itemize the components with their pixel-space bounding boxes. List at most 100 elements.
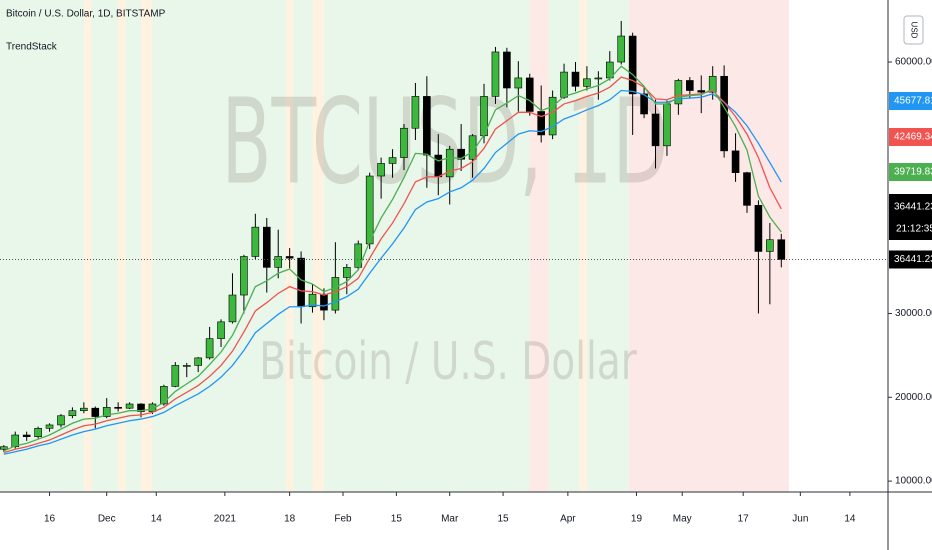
price-tag <box>889 194 932 240</box>
candle-body <box>240 256 248 296</box>
candle-body <box>743 172 751 206</box>
candle-body <box>262 226 271 268</box>
candle-body <box>640 93 648 115</box>
candle-body <box>80 407 88 411</box>
candle-body <box>777 239 786 260</box>
trend-band <box>83 0 92 492</box>
candle-body <box>525 77 534 112</box>
plot-area <box>0 20 888 455</box>
trend-band <box>285 0 294 492</box>
candle-body <box>251 226 260 257</box>
candle-body <box>365 175 374 245</box>
candle-body <box>205 338 214 359</box>
x-tick-label: 17 <box>738 514 750 525</box>
y-tick-label: 20000.00 <box>895 392 932 403</box>
x-tick-label: Mar <box>441 514 459 525</box>
candle-body <box>182 365 191 367</box>
price-tag <box>889 250 932 269</box>
candle-body <box>766 239 774 252</box>
trend-band <box>628 0 789 492</box>
price-tag-label: 36441.23 <box>894 254 932 265</box>
candle-body <box>297 257 305 308</box>
candle-body <box>571 71 580 87</box>
candle-body <box>11 434 20 448</box>
x-tick-label: Feb <box>334 514 352 525</box>
candle-body <box>560 71 568 98</box>
x-tick-label: 19 <box>631 514 643 525</box>
candle-body <box>91 407 100 417</box>
candle-body <box>274 256 283 268</box>
x-tick-label: Dec <box>98 514 116 525</box>
candle-body <box>114 407 122 409</box>
x-tick-label: 15 <box>498 514 510 525</box>
trend-band <box>312 0 324 492</box>
candle-body <box>594 77 603 80</box>
price-tag <box>889 92 932 110</box>
currency-label[interactable]: USD <box>909 22 918 39</box>
moving-average <box>3 65 782 452</box>
candle-body <box>686 80 694 91</box>
candle-body <box>434 154 443 178</box>
y-tick-label: 30000.00 <box>895 308 932 319</box>
trend-band <box>579 0 587 492</box>
candle-body <box>548 96 557 136</box>
candle-body <box>537 111 545 136</box>
candle-body <box>102 407 111 417</box>
x-tick-label: 2021 <box>214 514 237 525</box>
candle-body <box>331 277 340 311</box>
candle-body <box>377 163 385 177</box>
candle-body <box>34 427 42 437</box>
x-tick-label: 18 <box>284 514 296 525</box>
candle-body <box>754 205 763 252</box>
moving-average <box>3 89 782 455</box>
candle-body <box>45 424 54 429</box>
chart-title: Bitcoin / U.S. Dollar, 1D, BITSTAMP <box>6 9 166 20</box>
candle-body <box>503 51 511 89</box>
watermark-layer: BTCUSD, 1D Bitcoin / U.S. Dollar <box>221 74 668 391</box>
candle-body <box>308 293 317 308</box>
candle-body <box>57 415 65 426</box>
candle-body <box>674 80 683 105</box>
price-tag-label: 45677.81 <box>894 96 932 107</box>
price-tag-label: 39719.83 <box>894 167 932 178</box>
candle-body <box>731 150 740 173</box>
price-tag-label: 42469.34 <box>894 132 932 143</box>
x-tick-label: 15 <box>391 514 403 525</box>
price-tag-label: 36441.23 <box>894 202 932 213</box>
candle-body <box>583 78 591 87</box>
x-tick-label: May <box>673 514 692 525</box>
candle-body <box>228 294 237 323</box>
price-tag <box>889 128 932 146</box>
candle-body <box>514 77 523 89</box>
trend-band <box>141 0 153 492</box>
candle-body <box>148 403 157 412</box>
candle-body <box>697 90 706 93</box>
candle-body <box>411 96 420 129</box>
indicator-name: TrendStack <box>6 42 58 53</box>
countdown: 21:12:35 <box>896 224 932 235</box>
candle-body <box>285 256 294 259</box>
x-tick-label: Jun <box>792 514 808 525</box>
candle-body <box>445 148 454 178</box>
candle-body <box>22 434 31 437</box>
x-tick-label: 16 <box>44 514 56 525</box>
candle-body <box>194 357 202 366</box>
candle-body <box>651 113 660 147</box>
candle-body <box>320 293 328 311</box>
candle-body <box>343 267 351 278</box>
candle-body <box>137 403 145 412</box>
candle-body <box>708 75 717 93</box>
watermark: BTCUSD, 1D <box>221 74 668 211</box>
candle-body <box>400 127 408 158</box>
watermark-subtitle: Bitcoin / U.S. Dollar <box>259 330 637 391</box>
candle-body <box>457 148 465 160</box>
candle-body <box>160 386 168 405</box>
candle-body <box>663 103 671 147</box>
candle-body <box>354 243 363 268</box>
candle-body <box>617 35 626 63</box>
x-tick-label: Apr <box>560 514 576 525</box>
candle-body <box>171 365 180 387</box>
candle-body <box>720 75 728 152</box>
currency-button <box>903 15 924 45</box>
